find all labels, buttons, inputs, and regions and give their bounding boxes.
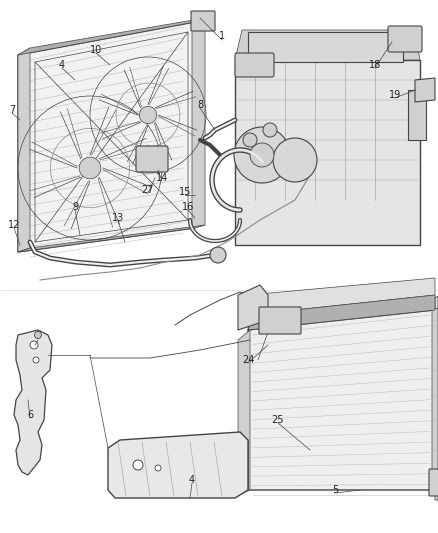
Text: 27: 27 (142, 185, 154, 195)
FancyBboxPatch shape (259, 307, 301, 334)
Text: 12: 12 (8, 220, 20, 230)
Text: 19: 19 (389, 90, 401, 100)
Text: 9: 9 (72, 202, 78, 212)
Text: 25: 25 (272, 415, 284, 425)
Polygon shape (192, 18, 205, 228)
Text: 16: 16 (182, 202, 194, 212)
Polygon shape (108, 432, 248, 498)
FancyBboxPatch shape (248, 32, 403, 62)
Polygon shape (18, 18, 205, 55)
Circle shape (234, 127, 290, 183)
Polygon shape (248, 295, 435, 330)
Circle shape (79, 157, 101, 179)
Polygon shape (18, 48, 30, 252)
FancyBboxPatch shape (429, 469, 438, 496)
Circle shape (133, 460, 143, 470)
Polygon shape (238, 285, 268, 330)
Text: 1: 1 (219, 31, 225, 41)
Circle shape (250, 143, 274, 167)
FancyBboxPatch shape (388, 26, 422, 52)
Text: 14: 14 (156, 173, 168, 183)
Circle shape (33, 357, 39, 363)
Circle shape (30, 341, 38, 349)
Circle shape (155, 465, 161, 471)
Text: 5: 5 (332, 485, 338, 495)
Circle shape (210, 247, 226, 263)
FancyBboxPatch shape (136, 146, 168, 172)
Polygon shape (248, 278, 435, 315)
Circle shape (35, 332, 42, 338)
FancyBboxPatch shape (408, 90, 426, 140)
Polygon shape (432, 308, 438, 490)
FancyBboxPatch shape (235, 53, 274, 77)
Text: 4: 4 (189, 475, 195, 485)
Polygon shape (14, 330, 52, 475)
Circle shape (139, 106, 157, 124)
Text: 10: 10 (90, 45, 102, 55)
Polygon shape (235, 30, 420, 60)
Polygon shape (238, 330, 250, 495)
Text: 24: 24 (242, 355, 254, 365)
Text: 7: 7 (9, 105, 15, 115)
Text: 18: 18 (369, 60, 381, 70)
FancyBboxPatch shape (191, 11, 215, 31)
Text: 15: 15 (179, 187, 191, 197)
Text: 13: 13 (112, 213, 124, 223)
Polygon shape (248, 310, 435, 490)
Polygon shape (18, 225, 205, 252)
Text: 6: 6 (27, 410, 33, 420)
Polygon shape (435, 296, 438, 500)
Text: 4: 4 (59, 60, 65, 70)
Polygon shape (235, 60, 420, 245)
Circle shape (273, 138, 317, 182)
Circle shape (263, 123, 277, 137)
Polygon shape (415, 78, 435, 102)
Text: 8: 8 (197, 100, 203, 110)
Circle shape (243, 133, 257, 147)
Polygon shape (18, 22, 195, 252)
